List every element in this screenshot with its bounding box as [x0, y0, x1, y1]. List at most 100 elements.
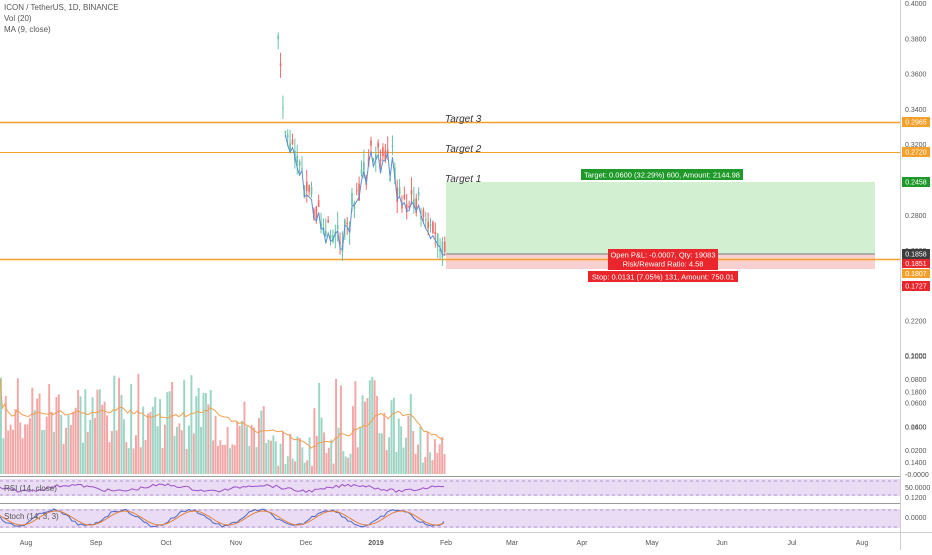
symbol-title[interactable]: ICON / TetherUS, 1D, BINANCE	[4, 3, 119, 12]
candle-body	[360, 169, 363, 174]
volume-bar	[313, 408, 316, 474]
volume-bar	[55, 397, 58, 474]
candle-body	[317, 200, 320, 208]
price-tick-label: 0.3400	[905, 107, 927, 114]
candle-body	[436, 233, 439, 247]
volume-bar	[0, 377, 2, 474]
stoch-label[interactable]: Stoch (14, 3, 3)	[4, 512, 59, 521]
price-tick-label: 0.4000	[905, 1, 927, 8]
ma-legend[interactable]: MA (9, close)	[4, 25, 51, 34]
volume-bar	[224, 444, 227, 474]
stop-badge	[588, 271, 738, 282]
volume-bar	[33, 410, 36, 474]
rsi-label[interactable]: RSI (14, close)	[4, 484, 57, 493]
target3-price-text: 0.2965	[905, 120, 927, 127]
price-tick-label: 0.1800	[905, 389, 927, 396]
volume-bar	[409, 393, 412, 474]
volume-bar	[28, 418, 31, 474]
volume-bar	[156, 426, 159, 474]
candle-body	[372, 158, 375, 162]
volume-bar	[332, 463, 335, 474]
time-tick-label: Jun	[716, 540, 727, 547]
candle-body	[398, 187, 401, 195]
volume-bar	[190, 375, 193, 474]
candle-body	[291, 139, 294, 144]
volume-bar	[421, 462, 424, 474]
volume-bar	[171, 381, 174, 474]
candle-body	[432, 221, 434, 233]
candle-body	[422, 209, 425, 217]
volume-bar	[342, 450, 345, 474]
candle-body	[351, 193, 353, 206]
volume-bar	[175, 426, 178, 474]
time-tick-label: Apr	[577, 540, 589, 547]
entry-price-text: 0.1851	[905, 261, 927, 268]
candle-body	[417, 192, 420, 196]
target3-price-tag	[902, 117, 930, 127]
pnl-badge	[608, 249, 718, 270]
candle-body	[415, 198, 418, 213]
volume-bar	[318, 382, 321, 474]
volume-bar	[221, 444, 224, 474]
candle-body	[315, 206, 318, 219]
volume-bar	[19, 422, 22, 474]
vol-legend[interactable]: Vol (20)	[4, 14, 32, 23]
volume-bar	[371, 376, 374, 474]
volume-bar	[414, 453, 417, 474]
volume-bar	[359, 426, 362, 474]
volume-bar	[395, 451, 398, 474]
volume-bar	[163, 424, 166, 474]
volume-bar	[248, 445, 251, 474]
time-axis[interactable]: Aug Sep Oct Nov Dec 2019 Feb Mar Apr May Jun Jul Aug	[20, 540, 869, 547]
time-tick-label: Mar	[506, 540, 519, 547]
volume-bar	[407, 415, 410, 474]
time-tick-label: Feb	[440, 540, 452, 547]
price-tick-label: 0.1200	[905, 495, 927, 502]
candle-body	[310, 186, 313, 195]
volume-bar	[354, 381, 357, 474]
rr-badge-text: Risk/Reward Ratio: 4.58	[623, 260, 704, 269]
candle-body	[429, 224, 432, 227]
volume-bar	[257, 417, 260, 474]
volume-bar	[84, 389, 87, 474]
candle-body	[408, 206, 410, 208]
volume-bar	[274, 441, 277, 474]
stoch-k-line	[0, 508, 445, 528]
volume-bar	[200, 426, 203, 474]
candle-body	[384, 150, 387, 160]
volume-bar	[2, 438, 5, 474]
volume-bar	[270, 440, 272, 474]
ma-line	[284, 134, 445, 256]
volume-axis[interactable]: 0.1000 0.0800 0.0600 0.0400 0.0200 -0.0000	[905, 353, 929, 479]
candle-body	[401, 203, 403, 209]
volume-bar	[212, 440, 215, 474]
candle-body	[339, 242, 341, 244]
price-tick-label: 0.1400	[905, 460, 927, 467]
candles	[277, 32, 446, 266]
target2-price-text: 0.2720	[905, 150, 927, 157]
price-tick-label: 0.3200	[905, 142, 927, 149]
volume-bar	[303, 462, 306, 474]
candle-body	[305, 181, 308, 191]
time-tick-label: Aug	[20, 540, 33, 547]
candle-body	[289, 143, 291, 152]
volume-bar	[31, 387, 34, 474]
candle-body	[374, 154, 377, 160]
candle-body	[329, 235, 332, 239]
volume-bar	[443, 454, 446, 474]
volume-bar	[267, 439, 270, 474]
candle-body	[308, 185, 310, 192]
volume-bar	[364, 401, 366, 474]
price-tick-label: 0.3600	[905, 72, 927, 79]
volume-bar	[233, 445, 236, 474]
volume-bar	[385, 449, 388, 474]
volume-bar	[147, 413, 149, 474]
candle-body	[279, 63, 282, 66]
candle-body	[301, 168, 303, 170]
volume-bar	[115, 430, 118, 474]
candle-body	[358, 183, 360, 201]
volume-bar	[45, 416, 48, 474]
volume-bar	[120, 394, 123, 474]
